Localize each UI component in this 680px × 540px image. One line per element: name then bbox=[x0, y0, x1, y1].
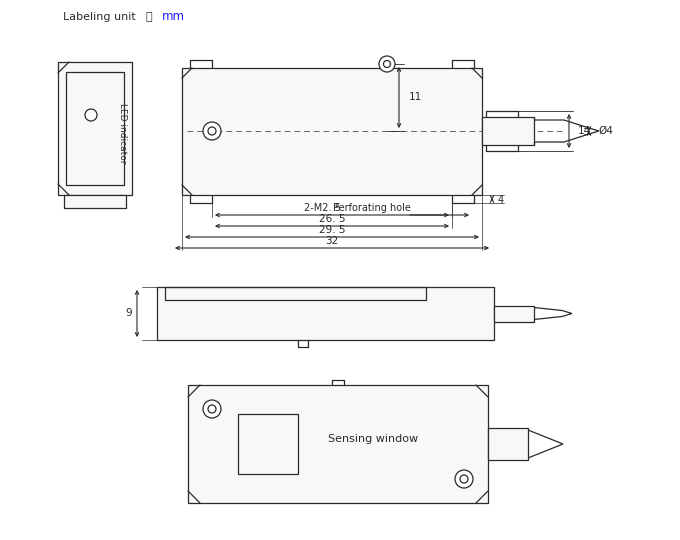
Text: Sensing window: Sensing window bbox=[328, 434, 418, 444]
Bar bbox=[494, 306, 534, 321]
Text: ：: ： bbox=[146, 12, 152, 22]
Text: 29. 5: 29. 5 bbox=[319, 225, 345, 235]
Text: 9: 9 bbox=[126, 308, 133, 319]
Text: LED indicator: LED indicator bbox=[118, 103, 128, 163]
Text: 32: 32 bbox=[325, 236, 339, 246]
Text: mm: mm bbox=[162, 10, 185, 24]
Bar bbox=[58, 62, 132, 195]
Bar bbox=[64, 195, 126, 208]
Bar bbox=[66, 72, 124, 185]
Circle shape bbox=[379, 56, 395, 72]
Bar bbox=[182, 68, 482, 195]
Bar bbox=[188, 385, 488, 503]
Text: 26. 5: 26. 5 bbox=[319, 214, 345, 224]
Circle shape bbox=[208, 127, 216, 135]
Text: 4: 4 bbox=[498, 195, 504, 205]
Circle shape bbox=[203, 400, 221, 418]
Bar bbox=[157, 287, 494, 340]
Bar bbox=[482, 117, 534, 145]
Text: 11: 11 bbox=[409, 92, 422, 103]
Circle shape bbox=[208, 405, 216, 413]
Text: Labeling unit: Labeling unit bbox=[63, 12, 136, 22]
Text: 2-M2. 5: 2-M2. 5 bbox=[303, 203, 341, 213]
Circle shape bbox=[384, 60, 390, 68]
Text: Perforating hole: Perforating hole bbox=[333, 203, 411, 213]
Circle shape bbox=[455, 470, 473, 488]
Circle shape bbox=[203, 122, 221, 140]
Text: Ø4: Ø4 bbox=[598, 126, 613, 136]
Circle shape bbox=[460, 475, 468, 483]
Text: 14: 14 bbox=[578, 126, 591, 136]
Bar bbox=[488, 428, 528, 460]
Bar bbox=[165, 287, 426, 300]
Bar bbox=[238, 414, 298, 474]
Circle shape bbox=[85, 109, 97, 121]
